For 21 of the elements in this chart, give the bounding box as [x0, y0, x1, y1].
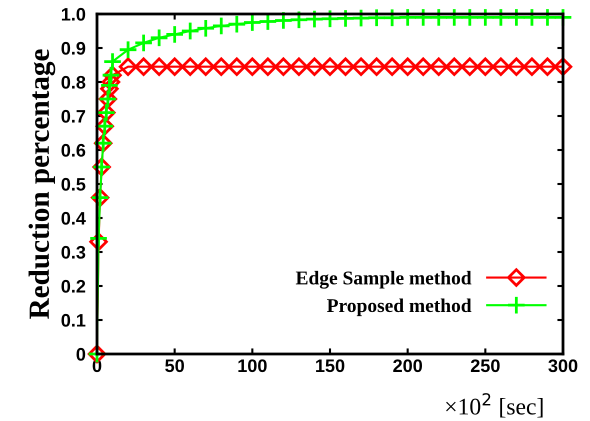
y-tick-label: 0: [76, 348, 86, 361]
y-axis-title: Reduction percentage: [28, 49, 56, 319]
legend-label: Edge Sample method: [296, 270, 472, 289]
legend-label: Proposed method: [326, 298, 472, 316]
x-tick-label: 100: [238, 359, 267, 372]
x-tick-label: 300: [548, 359, 578, 372]
x-axis-title: ×10$^{2}$ [sec]: [446, 393, 543, 418]
y-tick-label: 0.1: [62, 314, 86, 327]
y-tick-label: 1.0: [62, 8, 86, 21]
y-tick-label: 0.2: [62, 280, 86, 293]
y-tick-label: 0.4: [62, 212, 86, 225]
x-tick-label: 200: [393, 359, 422, 372]
x-tick-label: 150: [316, 359, 344, 372]
y-tick-label: 0.6: [62, 144, 86, 157]
y-tick-label: 0.8: [62, 76, 86, 89]
x-tick-label: 50: [165, 359, 184, 372]
y-tick-label: 0.7: [62, 110, 86, 123]
y-tick-label: 0.3: [62, 246, 86, 259]
y-tick-label: 0.9: [62, 42, 86, 55]
y-tick-label: 0.5: [62, 178, 86, 191]
x-tick-label: 250: [470, 359, 500, 372]
